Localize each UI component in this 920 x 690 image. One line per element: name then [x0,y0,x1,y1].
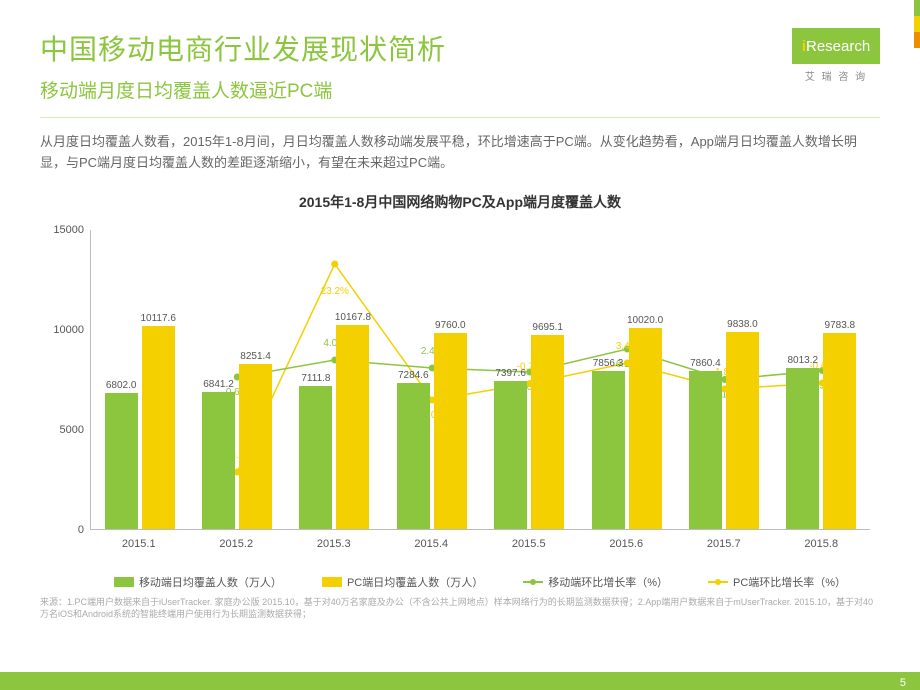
legend-item: PC端环比增长率（%） [708,574,846,590]
x-axis-label: 2015.4 [414,538,448,550]
pc-bar [726,332,759,529]
pc-bar [336,325,369,528]
pc-bar [531,335,564,529]
chart: 0 5000 10000 15000 0.6%4.0%2.4%1.6%6.2%0.1%… [40,220,880,590]
page-subtitle: 移动端月度日均覆盖人数逼近PC端 [40,76,880,103]
tick [914,16,920,32]
logo-box: iResearch [792,28,880,64]
mobile-bar [786,368,819,528]
description: 从月度日均覆盖人数看，2015年1-8月间，月日均覆盖人数移动端发展平稳，环比增… [40,132,880,174]
chart-title: 2015年1-8月中国网络购物PC及App端月度覆盖人数 [0,192,920,212]
legend-item: 移动端日均覆盖人数（万人） [114,574,282,590]
header: iResearch 艾 瑞 咨 询 中国移动电商行业发展现状简析 移动端月度日均… [0,0,920,103]
y-tick-label: 10000 [40,324,90,336]
tick [914,0,920,16]
pc-bar-label: 9838.0 [727,319,758,330]
y-tick-label: 0 [40,524,90,536]
x-axis-label: 2015.2 [219,538,253,550]
pc-bar-label: 9783.8 [825,320,856,331]
page-title: 中国移动电商行业发展现状简析 [40,28,880,68]
mobile-bar-label: 6802.0 [106,380,137,391]
y-tick-label: 15000 [40,224,90,236]
bar-group: 7856.3 10020.0 [578,230,675,529]
mobile-bar [689,371,722,528]
divider [40,117,880,118]
mobile-bar-label: 7284.6 [398,370,429,381]
mobile-bar-label: 6841.2 [203,379,234,390]
x-axis-label: 2015.7 [707,538,741,550]
x-axis-label: 2015.1 [122,538,156,550]
mobile-bar [105,393,138,529]
bar-group: 7284.6 9760.0 [383,230,480,529]
bar-group: 7860.4 9838.0 [675,230,772,529]
mobile-bar-label: 7111.8 [301,373,330,384]
pc-bar-label: 10117.6 [140,313,175,324]
mobile-bar [397,383,430,529]
pc-bar [629,328,662,528]
mobile-bar [299,386,332,528]
mobile-bar-label: 7860.4 [690,358,721,369]
legend: 移动端日均覆盖人数（万人） PC端日均覆盖人数（万人） 移动端环比增长率（%） PC端… [90,574,870,590]
logo-text: Research [806,38,870,55]
pc-bar-label: 10167.8 [335,312,371,323]
mobile-bar [494,381,527,529]
mobile-bar [202,392,235,529]
x-axis-label: 2015.8 [804,538,838,550]
bar-group: 6841.2 8251.4 [188,230,285,529]
pc-bar [239,364,272,529]
x-axis-label: 2015.6 [609,538,643,550]
logo: iResearch 艾 瑞 咨 询 [792,28,880,83]
pc-bar [434,333,467,528]
footer-bar: 5 [0,672,920,690]
pc-bar-label: 10020.0 [627,315,663,326]
pc-bar-label: 9695.1 [532,322,563,333]
x-axis-label: 2015.5 [512,538,546,550]
mobile-bar-label: 7397.6 [495,368,526,379]
pc-bar [823,333,856,529]
mobile-bar-label: 7856.3 [593,358,624,369]
page-number: 5 [900,677,906,689]
bar-group: 6802.0 10117.6 [91,230,188,529]
pc-bar [142,326,175,528]
pc-bar-label: 8251.4 [240,351,271,362]
mobile-bar [592,371,625,528]
bar-group: 8013.2 9783.8 [773,230,870,529]
logo-sub: 艾 瑞 咨 询 [792,68,880,83]
plot-area: 0.6%4.0%2.4%1.6%6.2%0.1%1.9%-18.4%23.2%-… [90,230,870,530]
bar-group: 7397.6 9695.1 [481,230,578,529]
source-text: 来源：1.PC端用户数据来自于iUserTracker. 家庭办公版 2015.… [40,596,880,621]
tick [914,32,920,48]
pc-bar-label: 9760.0 [435,320,466,331]
legend-item: PC端日均覆盖人数（万人） [322,574,483,590]
legend-item: 移动端环比增长率（%） [523,574,668,590]
mobile-bar-label: 8013.2 [788,355,819,366]
bar-group: 7111.8 10167.8 [286,230,383,529]
x-axis-label: 2015.3 [317,538,351,550]
y-tick-label: 5000 [40,424,90,436]
